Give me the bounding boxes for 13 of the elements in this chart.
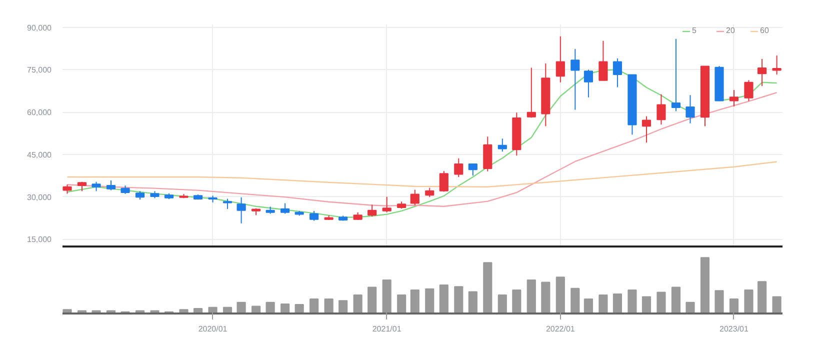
y-tick-label: 30,000 — [27, 192, 52, 202]
x-tick-label: 2022/01 — [546, 324, 576, 334]
y-tick-label: 15,000 — [27, 235, 52, 244]
x-tick-label: 2021/01 — [372, 324, 402, 334]
legend-label: 20 — [726, 26, 736, 35]
y-tick-label: 45,000 — [27, 150, 52, 160]
y-tick-label: 90,000 — [27, 23, 52, 32]
legend-label: 60 — [760, 26, 770, 35]
x-tick-label: 2020/01 — [198, 324, 228, 334]
y-tick-label: 75,000 — [27, 66, 52, 75]
legend-label: 5 — [692, 26, 698, 35]
x-tick-label: 2023/01 — [720, 324, 750, 334]
y-tick-label: 60,000 — [27, 108, 52, 118]
